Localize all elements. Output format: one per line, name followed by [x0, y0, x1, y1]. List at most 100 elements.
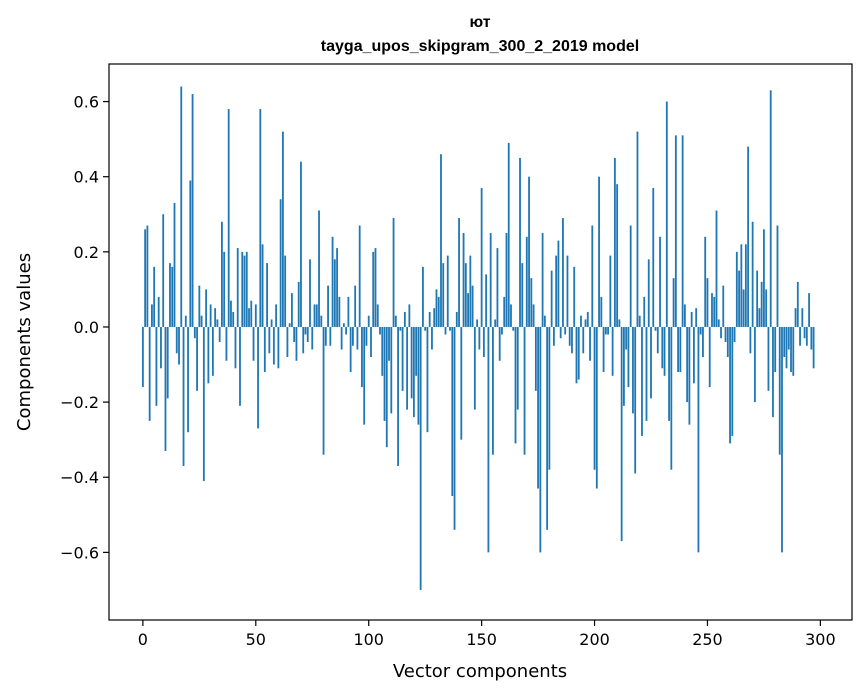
- bar-241: [686, 326, 689, 403]
- bar-20: [187, 326, 189, 433]
- bar-116: [403, 311, 406, 327]
- bar-281: [776, 225, 779, 327]
- bar-227: [654, 326, 657, 331]
- bar-82: [327, 285, 329, 327]
- bar-202: [598, 176, 600, 327]
- bar-239: [681, 135, 684, 327]
- bar-23: [193, 326, 196, 339]
- bar-268: [747, 146, 750, 327]
- bar-193: [577, 326, 580, 380]
- bar-209: [613, 157, 616, 327]
- bar-138: [453, 326, 456, 530]
- x-tick-label: 0: [138, 630, 148, 649]
- y-tick-label: −0.4: [60, 468, 99, 487]
- bar-250: [706, 278, 709, 327]
- bar-137: [451, 326, 454, 497]
- bar-205: [604, 326, 607, 335]
- bar-224: [647, 259, 650, 327]
- bar-295: [808, 293, 810, 327]
- bar-196: [584, 319, 587, 327]
- bar-38: [227, 109, 230, 327]
- bar-134: [444, 326, 447, 335]
- bar-228: [656, 326, 659, 354]
- bar-88: [340, 326, 343, 350]
- bar-72: [304, 326, 307, 335]
- bar-199: [591, 225, 594, 327]
- y-tick-label: 0.0: [74, 318, 99, 337]
- y-axis-label: Components values: [14, 253, 35, 431]
- bar-208: [611, 326, 614, 376]
- bar-179: [546, 326, 549, 530]
- bar-95: [356, 326, 359, 350]
- bar-291: [799, 326, 801, 346]
- bar-54: [263, 326, 266, 373]
- bar-266: [742, 289, 745, 327]
- bar-7: [157, 296, 160, 327]
- bar-127: [428, 311, 431, 327]
- bar-57: [270, 319, 273, 327]
- bar-237: [677, 326, 680, 373]
- bar-277: [767, 326, 770, 391]
- x-axis-ticks: 0 50 100 150 200 250 300: [138, 620, 836, 649]
- bar-282: [778, 326, 781, 455]
- bar-230: [661, 326, 664, 369]
- bar-214: [625, 326, 628, 350]
- bar-234: [670, 326, 673, 470]
- bar-131: [437, 296, 440, 327]
- bar-113: [397, 326, 399, 466]
- bar-155: [492, 326, 494, 455]
- bar-190: [571, 326, 573, 354]
- bar-203: [600, 296, 603, 327]
- bar-79: [320, 315, 323, 327]
- bar-124: [422, 266, 424, 327]
- bar-86: [336, 248, 338, 327]
- bar-288: [792, 326, 795, 376]
- bar-65: [288, 323, 291, 327]
- bar-19: [184, 315, 187, 327]
- bar-9: [162, 214, 165, 327]
- bar-47: [248, 308, 250, 327]
- bar-64: [286, 326, 289, 358]
- bar-182: [552, 326, 555, 346]
- bars-group: [141, 86, 815, 590]
- bar-175: [537, 326, 539, 489]
- bar-150: [480, 187, 483, 327]
- bar-287: [790, 326, 792, 373]
- bar-85: [333, 259, 336, 327]
- bar-2: [146, 225, 149, 327]
- bar-218: [634, 326, 637, 474]
- bar-120: [412, 326, 415, 418]
- bar-273: [758, 308, 761, 327]
- bar-102: [372, 251, 375, 327]
- bar-152: [485, 274, 488, 327]
- bar-160: [503, 296, 506, 327]
- bar-240: [683, 304, 686, 327]
- bar-200: [593, 326, 596, 470]
- chart-title: ют: [469, 14, 490, 31]
- bar-260: [729, 326, 731, 444]
- bar-142: [462, 233, 465, 327]
- x-tick-label: 50: [246, 630, 266, 649]
- bar-167: [519, 157, 521, 327]
- bar-162: [507, 142, 510, 327]
- bar-243: [690, 311, 693, 327]
- bar-294: [805, 326, 808, 346]
- bar-163: [510, 304, 512, 327]
- bar-247: [699, 326, 702, 335]
- bar-195: [582, 326, 585, 354]
- bar-206: [607, 326, 609, 335]
- bar-236: [674, 135, 677, 327]
- bar-123: [419, 326, 422, 590]
- bar-181: [550, 270, 553, 327]
- bar-201: [595, 326, 598, 489]
- bar-108: [385, 326, 388, 448]
- bar-97: [361, 326, 363, 388]
- bar-145: [469, 255, 472, 327]
- bar-168: [521, 263, 524, 327]
- bar-18: [182, 326, 185, 466]
- bar-43: [239, 326, 241, 406]
- bar-66: [291, 293, 293, 327]
- bar-22: [191, 94, 194, 327]
- bar-172: [530, 278, 533, 327]
- bar-222: [643, 296, 646, 327]
